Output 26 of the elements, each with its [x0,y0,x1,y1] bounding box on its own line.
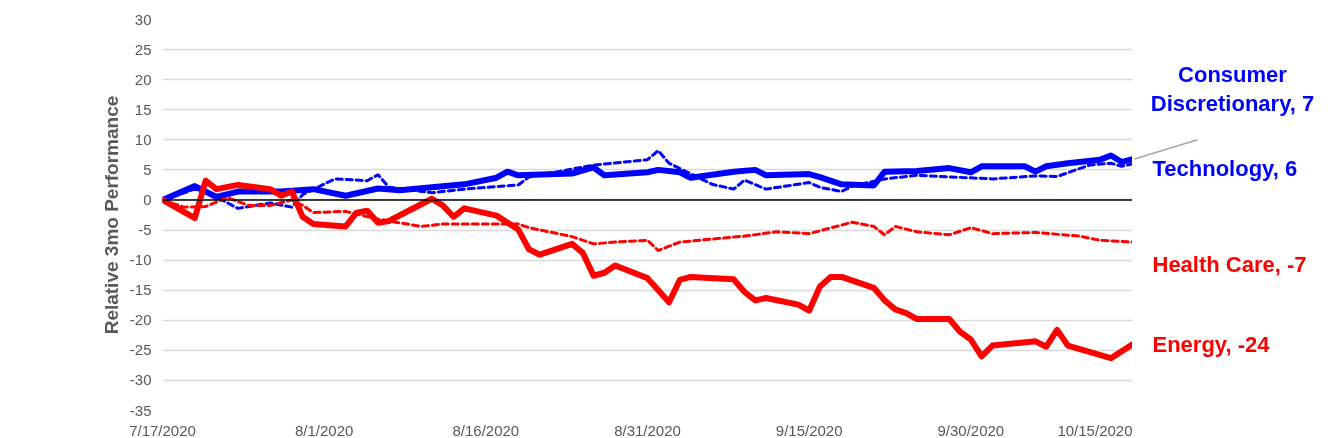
y-axis-title: Relative 3mo Performance [100,95,122,335]
text: Consumer Discretionary, 7 [1150,62,1315,116]
x-tick-label: 8/1/2020 [294,421,354,438]
x-tick-label: 9/15/2020 [775,421,843,438]
x-tick-label: 10/15/2020 [1057,421,1133,438]
x-tick-label: 8/31/2020 [614,421,681,438]
y-tick-label: 0 [143,190,152,208]
y-tick-label: 10 [134,130,152,148]
y-tick-label: 30 [134,10,152,28]
x-tick-label: 7/17/2020 [129,421,196,438]
series-label: Energy, -24 [1152,331,1271,357]
y-tick-label: -25 [129,341,152,359]
y-tick-label: 25 [134,40,152,58]
y-tick-label: -5 [138,221,152,239]
x-tick-label: 9/30/2020 [937,421,1005,438]
series-label: Health Care, -7 [1152,251,1307,277]
y-tick-label: -30 [129,371,152,389]
y-tick-label: 5 [143,160,152,178]
y-tick-label: -15 [129,281,152,299]
y-tick-label: 15 [134,100,152,118]
y-tick-label: -35 [129,401,152,419]
y-tick-label: -10 [129,251,152,269]
series-label: Technology, 6 [1152,156,1298,182]
x-tick-label: 8/16/2020 [452,421,520,438]
y-tick-label: 20 [134,70,152,88]
y-tick-label: -20 [129,311,152,329]
